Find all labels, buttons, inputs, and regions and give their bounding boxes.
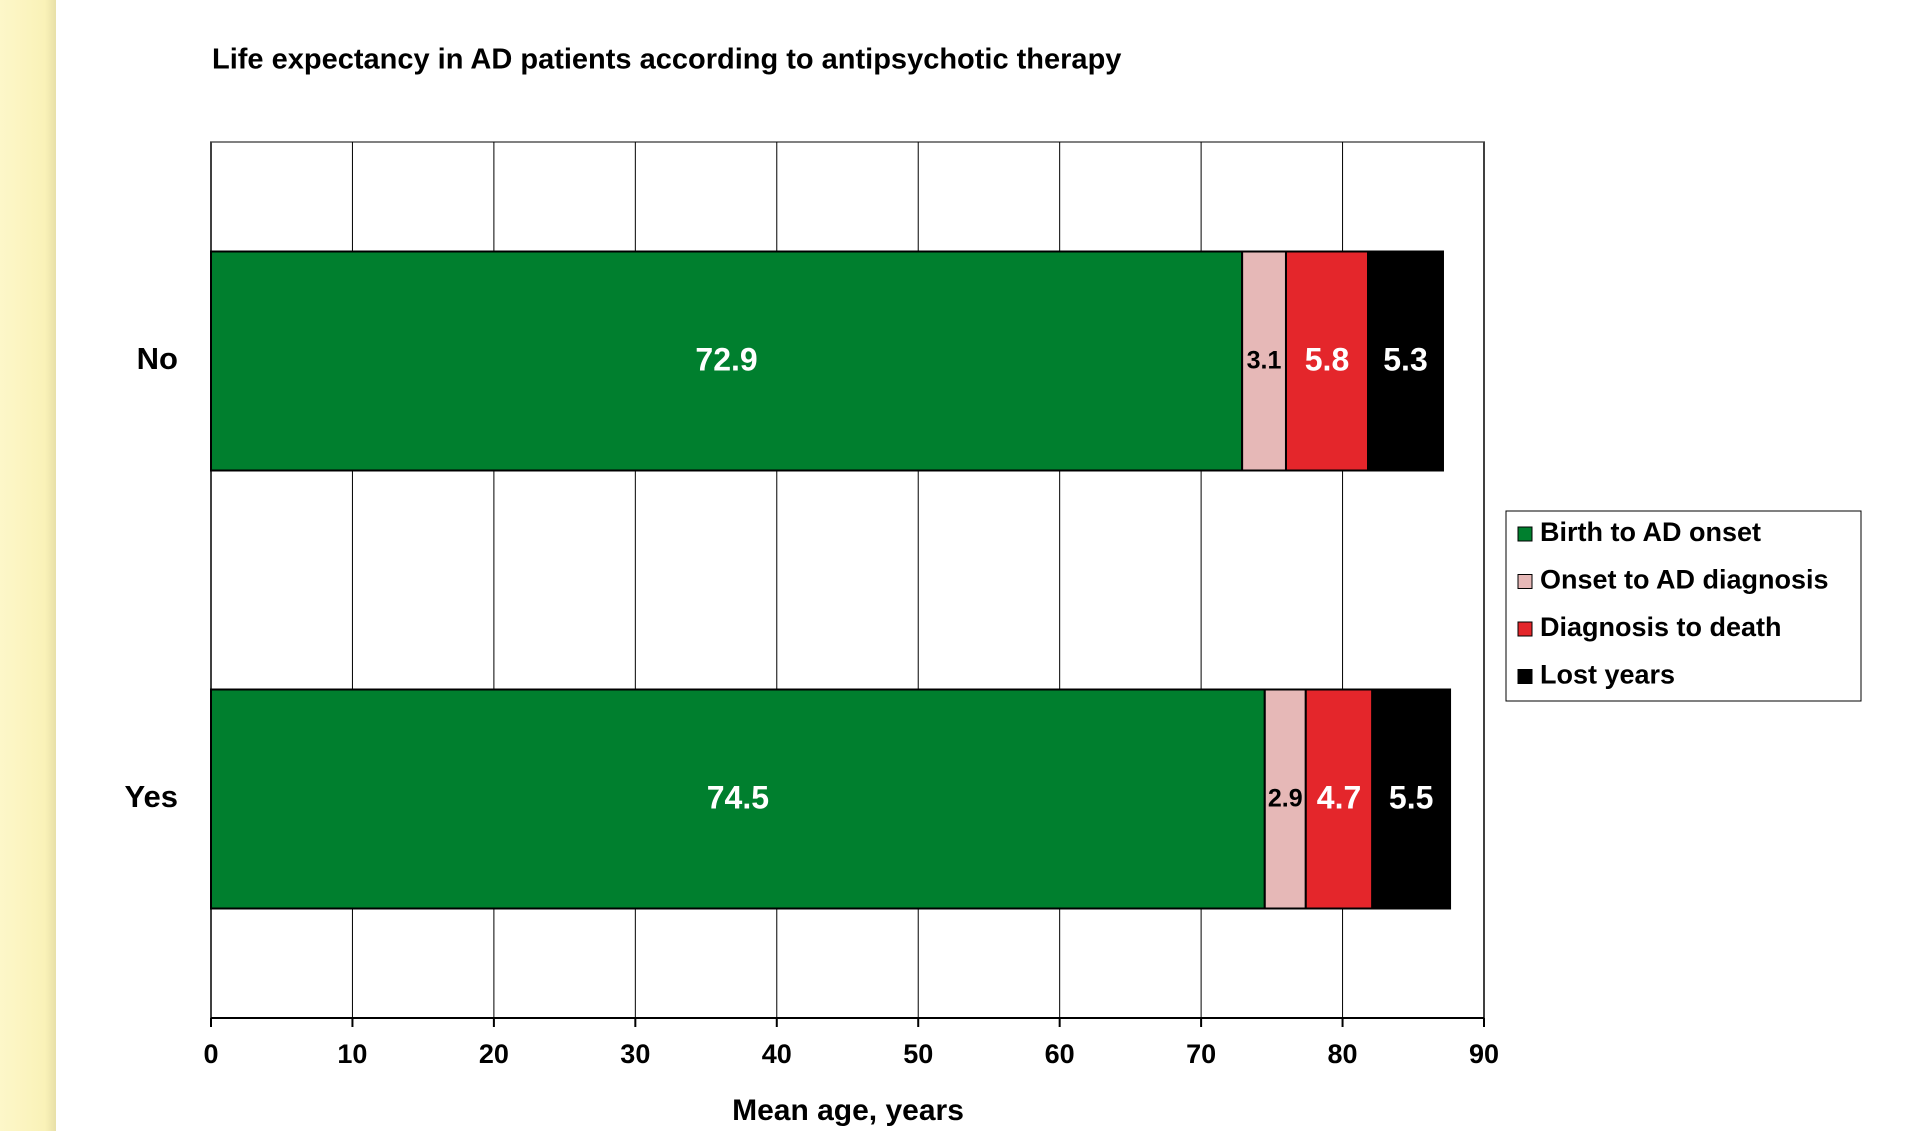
x-tick-label: 10: [337, 1039, 367, 1069]
value-label: 74.5: [707, 779, 769, 815]
x-tick-label: 60: [1045, 1039, 1075, 1069]
bar-segment: [210, 688, 1266, 910]
legend-swatch: [1517, 621, 1533, 637]
legend-swatch: [1517, 669, 1533, 684]
legend-label: Onset to AD diagnosis: [1540, 565, 1829, 595]
side-strip: [0, 0, 56, 1131]
x-tick-label: 30: [620, 1039, 650, 1069]
value-label: 4.7: [1317, 779, 1361, 815]
bar-segment: [1241, 250, 1287, 472]
value-label: 5.5: [1389, 779, 1433, 815]
value-label: 3.1: [1247, 347, 1282, 375]
x-tick-label: 90: [1469, 1039, 1499, 1069]
bar-segment: [1284, 250, 1370, 472]
chart-title: Life expectancy in AD patients according…: [212, 44, 1121, 76]
x-tick-label: 20: [479, 1039, 509, 1069]
legend-box: [1505, 510, 1862, 702]
value-label: 72.9: [695, 341, 757, 377]
legend-label: Diagnosis to death: [1540, 612, 1782, 642]
value-label: 5.3: [1383, 341, 1427, 377]
x-axis-label: Mean age, years: [732, 1094, 964, 1127]
legend-swatch: [1517, 526, 1533, 542]
bar-segment: [1371, 688, 1452, 910]
legend-swatch: [1517, 574, 1533, 589]
y-tick-label: Yes: [125, 779, 178, 814]
bar-segment: [1367, 250, 1444, 472]
y-tick-label: No: [137, 341, 178, 376]
legend-label: Birth to AD onset: [1540, 517, 1761, 547]
x-tick-label: 70: [1186, 1039, 1216, 1069]
x-tick-label: 80: [1328, 1039, 1358, 1069]
x-tick-label: 50: [903, 1039, 933, 1069]
bar-segment: [1304, 688, 1374, 910]
x-tick-label: 0: [203, 1039, 218, 1069]
x-tick-label: 40: [762, 1039, 792, 1069]
legend-label: Lost years: [1540, 660, 1675, 690]
value-label: 5.8: [1305, 341, 1349, 377]
value-label: 2.9: [1268, 785, 1303, 813]
